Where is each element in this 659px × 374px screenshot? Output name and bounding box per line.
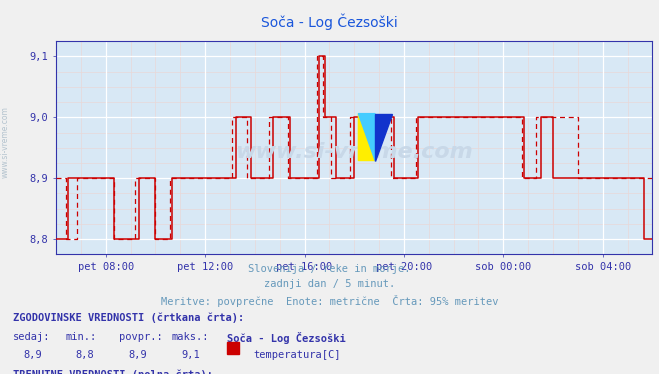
Text: 8,8: 8,8 bbox=[76, 350, 94, 360]
Text: 8,9: 8,9 bbox=[23, 350, 42, 360]
Text: 9,1: 9,1 bbox=[181, 350, 200, 360]
Polygon shape bbox=[375, 114, 392, 160]
Text: www.si-vreme.com: www.si-vreme.com bbox=[235, 142, 473, 162]
Text: min.:: min.: bbox=[66, 332, 97, 342]
Text: Slovenija / reke in morje.: Slovenija / reke in morje. bbox=[248, 264, 411, 274]
Text: ZGODOVINSKE VREDNOSTI (črtkana črta):: ZGODOVINSKE VREDNOSTI (črtkana črta): bbox=[13, 312, 244, 323]
Text: 8,9: 8,9 bbox=[129, 350, 147, 360]
Text: TRENUTNE VREDNOSTI (polna črta):: TRENUTNE VREDNOSTI (polna črta): bbox=[13, 369, 213, 374]
Text: Soča - Log Čezsoški: Soča - Log Čezsoški bbox=[261, 13, 398, 30]
Text: sedaj:: sedaj: bbox=[13, 332, 51, 342]
Text: zadnji dan / 5 minut.: zadnji dan / 5 minut. bbox=[264, 279, 395, 289]
Text: Soča - Log Čezsoški: Soča - Log Čezsoški bbox=[227, 332, 346, 344]
Text: www.si-vreme.com: www.si-vreme.com bbox=[1, 106, 10, 178]
Polygon shape bbox=[358, 114, 375, 160]
Polygon shape bbox=[358, 114, 375, 160]
Text: temperatura[C]: temperatura[C] bbox=[254, 350, 341, 360]
Text: povpr.:: povpr.: bbox=[119, 332, 162, 342]
Text: maks.:: maks.: bbox=[171, 332, 209, 342]
Text: Meritve: povprečne  Enote: metrične  Črta: 95% meritev: Meritve: povprečne Enote: metrične Črta:… bbox=[161, 295, 498, 307]
